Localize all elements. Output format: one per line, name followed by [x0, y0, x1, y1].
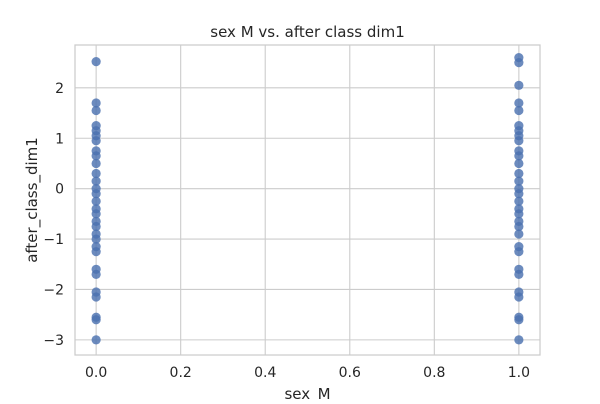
y-tick-label: −2 [43, 282, 64, 298]
data-point [91, 158, 101, 169]
data-point [514, 209, 524, 219]
data-point [91, 234, 101, 244]
data-point [91, 315, 101, 325]
data-point [514, 292, 524, 302]
data-point [91, 176, 101, 186]
data-point [514, 269, 524, 279]
grid [75, 45, 540, 355]
data-point [91, 151, 101, 161]
data-point [514, 196, 524, 206]
data-point [91, 189, 101, 199]
data-point [514, 158, 524, 169]
data-point [514, 247, 524, 257]
data-point [91, 105, 101, 116]
x-tick-label: 0.4 [254, 365, 276, 381]
data-point [514, 58, 524, 68]
data-point [91, 57, 101, 67]
data-point [91, 269, 101, 279]
data-points [91, 53, 524, 345]
data-point [514, 168, 524, 179]
data-point [91, 98, 101, 108]
data-point [91, 221, 101, 232]
data-point [514, 229, 524, 239]
data-point [91, 335, 101, 345]
y-tick-label: −1 [43, 232, 64, 248]
data-point [514, 136, 524, 146]
data-point [514, 335, 524, 345]
data-point [91, 247, 101, 257]
data-point [514, 105, 524, 116]
data-point [514, 189, 524, 199]
y-tick-label: 2 [55, 81, 64, 97]
data-point [514, 221, 524, 232]
plot-frame [74, 44, 541, 356]
data-point [91, 196, 101, 206]
x-tick-label: 0.0 [85, 365, 107, 381]
x-tick-labels: 0.0 0.2 0.4 0.6 0.8 1.0 [85, 365, 530, 381]
x-tick-label: 0.8 [423, 365, 445, 381]
x-axis-title: sex_M [284, 385, 330, 400]
x-tick-label: 0.6 [339, 365, 361, 381]
y-tick-label: 0 [55, 182, 64, 198]
y-tick-label: 1 [55, 131, 64, 147]
data-point [91, 292, 101, 302]
data-point [514, 80, 524, 90]
chart-title: sex M vs. after class dim1 [210, 23, 404, 41]
data-point [514, 176, 524, 186]
x-tick-label: 0.2 [170, 365, 192, 381]
y-tick-label: −3 [43, 333, 64, 349]
data-point [91, 168, 101, 179]
data-point [91, 209, 101, 219]
x-tick-label: 1.0 [508, 365, 530, 381]
data-point [514, 315, 524, 325]
data-point [514, 98, 524, 108]
data-point [91, 136, 101, 146]
y-tick-labels: −3 −2 −1 0 1 2 [43, 81, 64, 349]
y-axis-title: after_class_dim1 [23, 137, 42, 263]
data-point [514, 151, 524, 161]
